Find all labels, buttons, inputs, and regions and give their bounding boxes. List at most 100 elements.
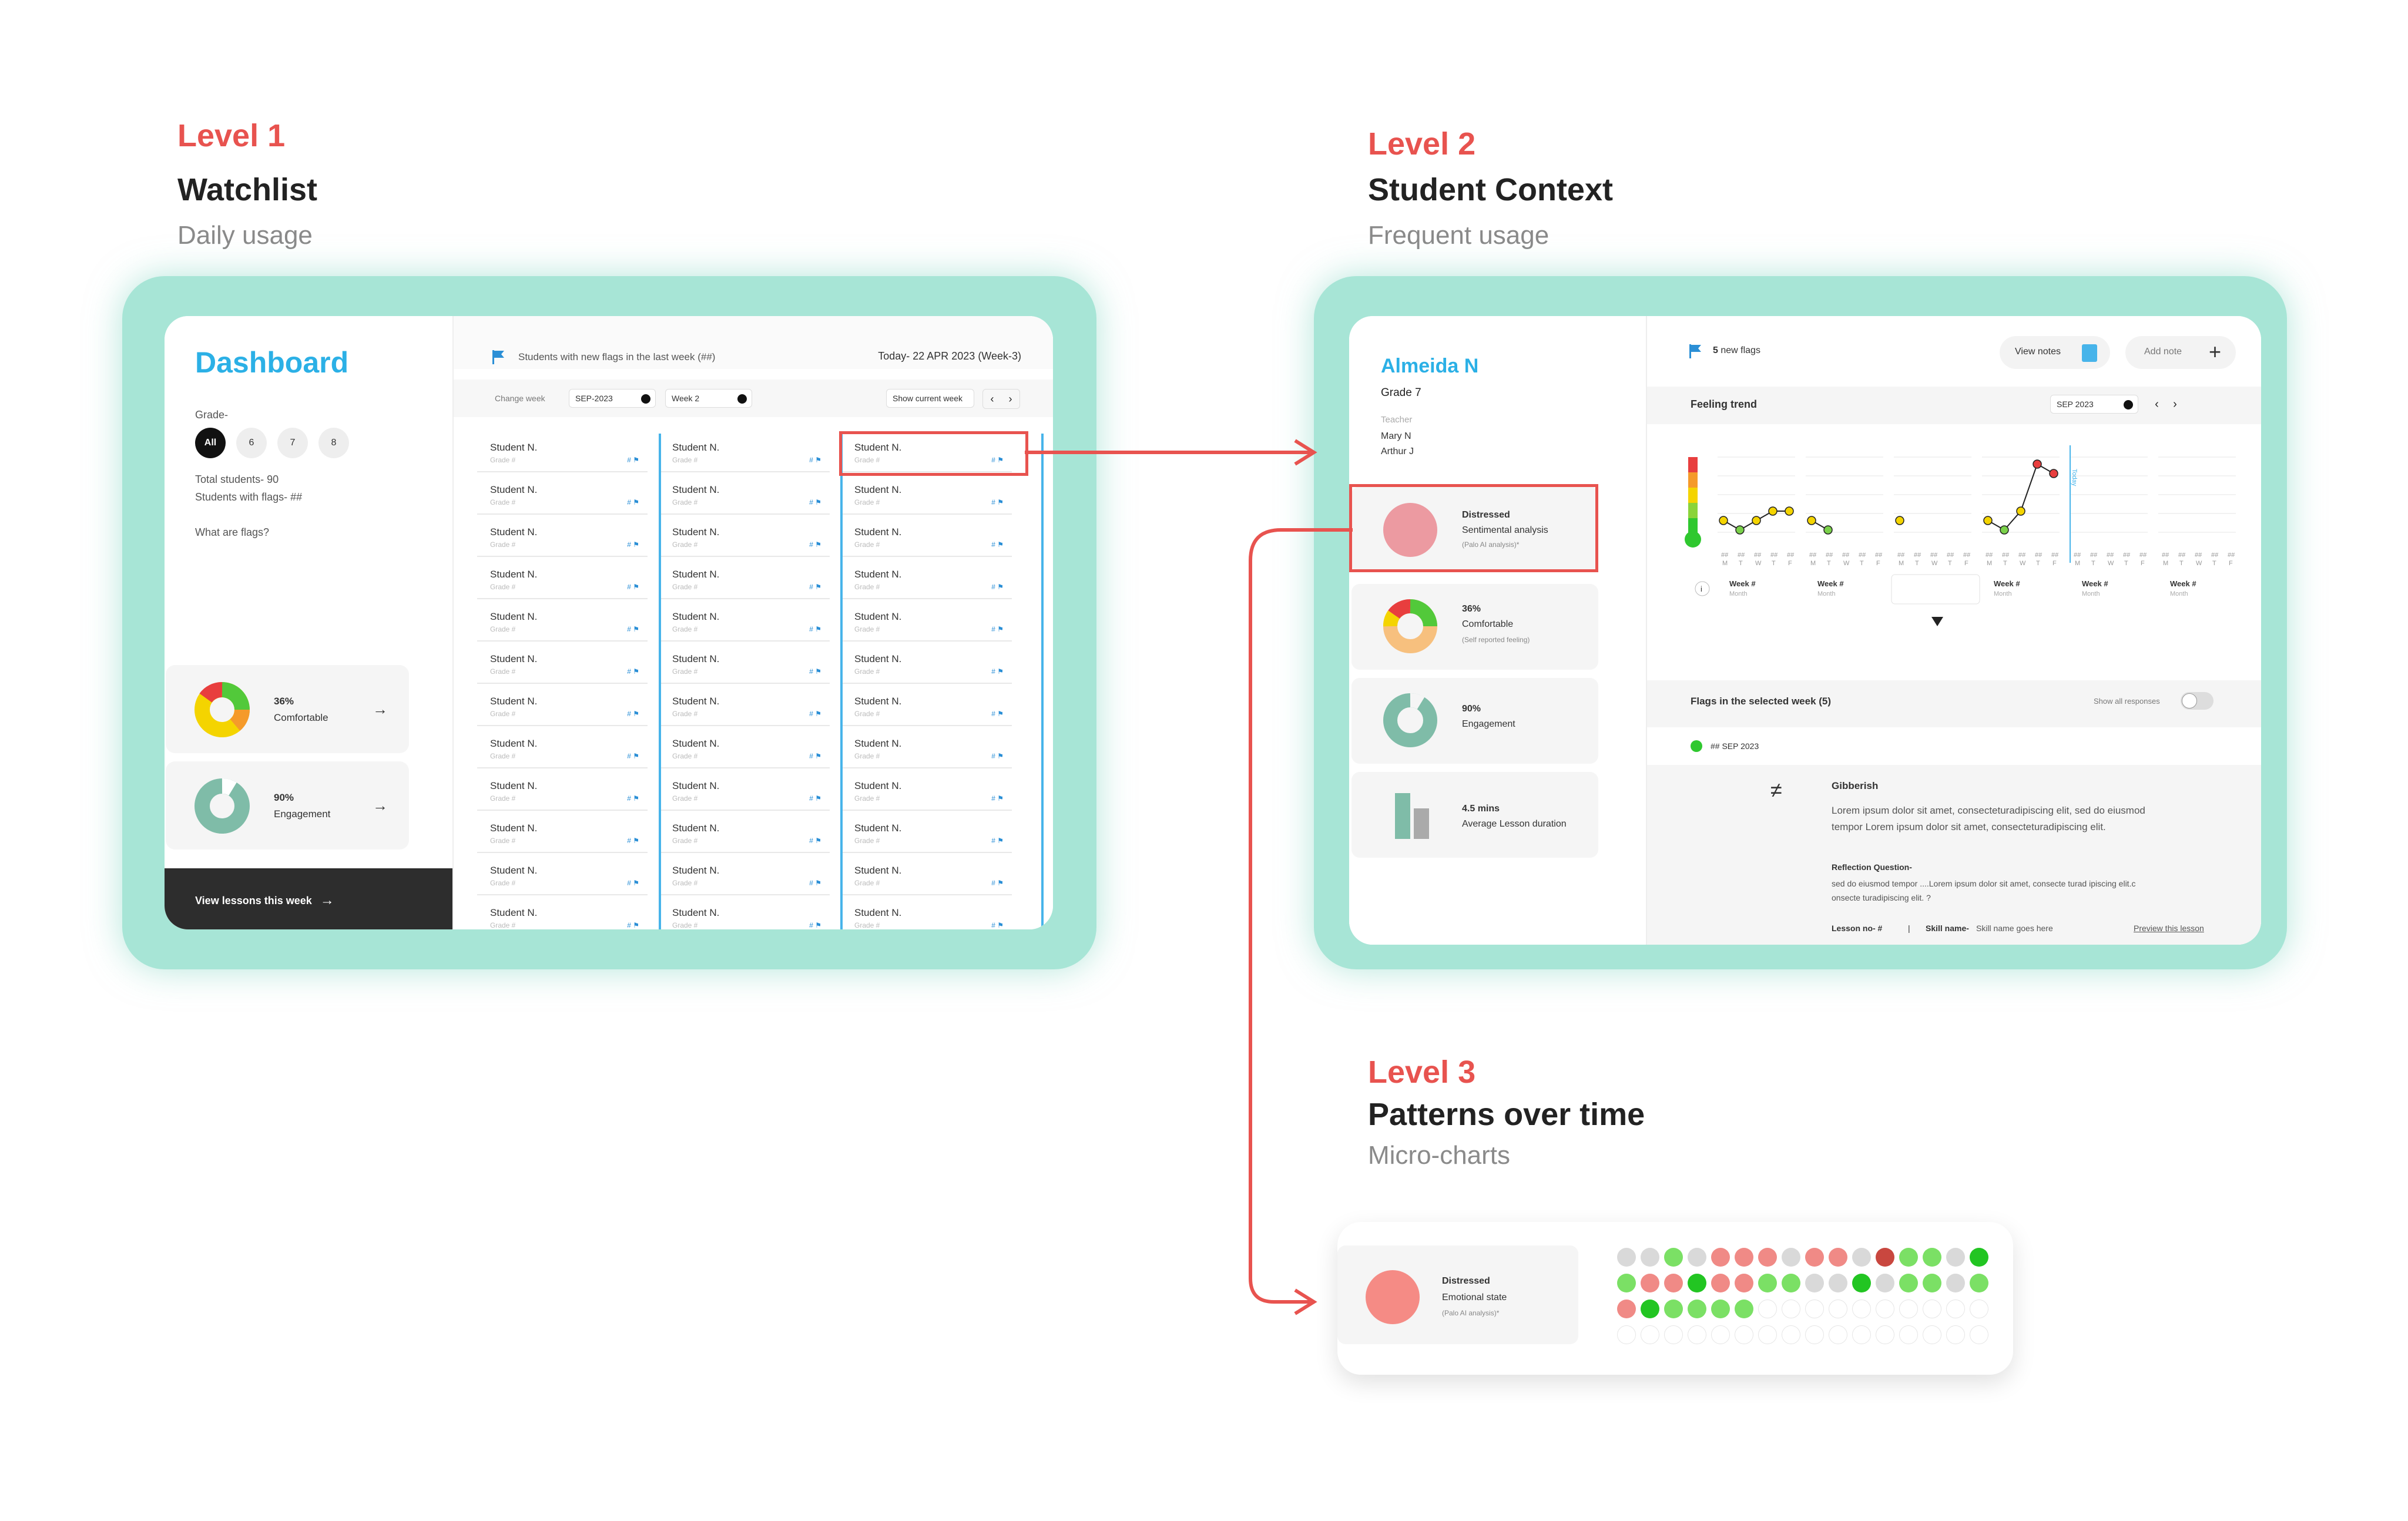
flag-count-icon: # ⚑	[809, 752, 821, 760]
chevron-left-icon[interactable]: ‹	[990, 392, 994, 405]
show-all-toggle[interactable]	[2181, 692, 2214, 710]
student-cell[interactable]: Student N. Grade # # ⚑	[659, 857, 830, 895]
student-cell[interactable]: Student N. Grade # # ⚑	[659, 899, 830, 929]
student-cell[interactable]: Student N. Grade # # ⚑	[477, 899, 648, 929]
week-select[interactable]: Week 2	[665, 389, 752, 408]
date-label: ##	[1897, 552, 1905, 559]
arrow-right-icon[interactable]: →	[373, 700, 388, 718]
grade-filter-7[interactable]: 7	[277, 428, 308, 458]
student-cell[interactable]: Student N. Grade # # ⚑	[477, 857, 648, 895]
student-cell[interactable]: Student N. Grade # # ⚑	[659, 560, 830, 599]
distressed-card[interactable]: Distressed Sentimental analysis (Palo AI…	[1351, 486, 1598, 572]
show-current-week-button[interactable]: Show current week	[886, 389, 974, 408]
flag-count-icon: # ⚑	[627, 794, 639, 803]
student-cell[interactable]: Student N. Grade # # ⚑	[659, 730, 830, 768]
level2-title: Student Context	[1368, 172, 1613, 207]
mood-dot	[1641, 1300, 1659, 1318]
chevron-right-icon[interactable]: ›	[2173, 397, 2177, 411]
flag-date-row[interactable]	[1647, 727, 2261, 765]
reflection-title: Reflection Question-	[1832, 862, 1912, 872]
student-cell[interactable]: Student N. Grade # # ⚑	[477, 730, 648, 768]
student-cell[interactable]: Student N. Grade # # ⚑	[659, 476, 830, 515]
date-label: ##	[2107, 552, 2114, 559]
level3-tag: Level 3	[1368, 1055, 1476, 1090]
student-cell[interactable]: Student N. Grade # # ⚑	[841, 772, 1012, 811]
student-cell[interactable]: Student N. Grade # # ⚑	[659, 645, 830, 684]
what-are-flags-link[interactable]: What are flags?	[195, 526, 270, 538]
grade-filter-all[interactable]: All	[195, 428, 226, 458]
student-cell[interactable]: Student N. Grade # # ⚑	[841, 560, 1012, 599]
comfortable-label: Comfortable	[274, 712, 328, 723]
flag-count-icon: # ⚑	[809, 794, 821, 803]
engagement-card[interactable]: 90% Engagement →	[166, 761, 409, 850]
chevron-left-icon[interactable]: ‹	[2155, 397, 2159, 411]
student-grade: Grade #	[854, 456, 880, 464]
mood-dot	[1899, 1274, 1918, 1292]
chevron-right-icon[interactable]: ›	[1008, 392, 1012, 405]
student-main: 5 new flags View notes Add note + Feelin…	[1646, 316, 2261, 945]
view-notes-button[interactable]: View notes	[2000, 336, 2110, 369]
student-cell[interactable]: Student N. Grade # # ⚑	[841, 730, 1012, 768]
month-select[interactable]: SEP-2023	[569, 389, 656, 408]
flag-count-icon: # ⚑	[627, 583, 639, 591]
comfortable-label: Comfortable	[1462, 619, 1514, 629]
student-cell[interactable]: Student N. Grade # # ⚑	[841, 476, 1012, 515]
student-cell[interactable]: Student N. Grade # # ⚑	[477, 434, 648, 472]
grade-filter-6[interactable]: 6	[236, 428, 267, 458]
student-cell[interactable]: Student N. Grade # # ⚑	[841, 645, 1012, 684]
student-cell[interactable]: Student N. Grade # # ⚑	[659, 772, 830, 811]
grade-filter-8[interactable]: 8	[318, 428, 349, 458]
student-cell[interactable]: Student N. Grade # # ⚑	[477, 560, 648, 599]
student-cell[interactable]: Student N. Grade # # ⚑	[477, 645, 648, 684]
engagement-card[interactable]: 90% Engagement	[1351, 678, 1598, 764]
flag-count-icon: # ⚑	[809, 879, 821, 887]
student-cell[interactable]: Student N. Grade # # ⚑	[477, 772, 648, 811]
flag-count-icon: # ⚑	[991, 879, 1004, 887]
student-cell[interactable]: Student N. Grade # # ⚑	[841, 814, 1012, 853]
student-cell[interactable]: Student N. Grade # # ⚑	[477, 814, 648, 853]
week-label: Week #	[1817, 579, 1844, 588]
student-cell[interactable]: Student N. Grade # # ⚑	[841, 518, 1012, 557]
mood-dot	[1782, 1325, 1800, 1344]
student-cell[interactable]: Student N. Grade # # ⚑	[841, 899, 1012, 929]
student-cell[interactable]: Student N. Grade # # ⚑	[841, 857, 1012, 895]
student-grade: Grade #	[854, 625, 880, 633]
student-cell[interactable]: Student N. Grade # # ⚑	[841, 434, 1012, 472]
view-lessons-button[interactable]: View lessons this week →	[165, 868, 452, 929]
comfortable-donut-icon	[1383, 599, 1437, 653]
student-name: Student N.	[854, 653, 902, 664]
date-label: ##	[1875, 552, 1883, 559]
flag-count-icon: # ⚑	[627, 921, 639, 929]
preview-lesson-link[interactable]: Preview this lesson	[2134, 924, 2204, 933]
student-cell[interactable]: Student N. Grade # # ⚑	[477, 603, 648, 642]
mood-dot	[1617, 1300, 1636, 1318]
student-cell[interactable]: Student N. Grade # # ⚑	[841, 687, 1012, 726]
student-cell[interactable]: Student N. Grade # # ⚑	[659, 687, 830, 726]
trend-point	[1895, 516, 1904, 525]
student-cell[interactable]: Student N. Grade # # ⚑	[659, 518, 830, 557]
trend-point	[2000, 525, 2009, 535]
mood-dot	[1829, 1300, 1847, 1318]
flag-count-icon: # ⚑	[991, 498, 1004, 506]
student-cell[interactable]: Student N. Grade # # ⚑	[477, 687, 648, 726]
arrow-right-icon[interactable]: →	[373, 797, 388, 814]
caret-down-icon	[1931, 617, 1943, 626]
student-cell[interactable]: Student N. Grade # # ⚑	[841, 603, 1012, 642]
student-cell[interactable]: Student N. Grade # # ⚑	[477, 518, 648, 557]
month-label: Month	[1994, 590, 2012, 597]
distressed-card[interactable]: Distressed Emotional state (Palo AI anal…	[1337, 1245, 1578, 1344]
comfortable-card[interactable]: 36% Comfortable (Self reported feeling)	[1351, 584, 1598, 670]
student-cell[interactable]: Student N. Grade # # ⚑	[659, 434, 830, 472]
flag-date: ## SEP 2023	[1711, 741, 1759, 751]
student-cell[interactable]: Student N. Grade # # ⚑	[659, 814, 830, 853]
student-name: Student N.	[854, 526, 902, 538]
trend-header	[1647, 387, 2261, 424]
lesson-duration-card[interactable]: 4.5 mins Average Lesson duration	[1351, 772, 1598, 858]
comfortable-card[interactable]: 36% Comfortable →	[166, 665, 409, 753]
add-note-button[interactable]: Add note +	[2125, 336, 2236, 369]
day-label: F	[2229, 560, 2233, 567]
student-cell[interactable]: Student N. Grade # # ⚑	[477, 476, 648, 515]
student-cell[interactable]: Student N. Grade # # ⚑	[659, 603, 830, 642]
trend-month-select[interactable]: SEP 2023	[2050, 395, 2138, 414]
